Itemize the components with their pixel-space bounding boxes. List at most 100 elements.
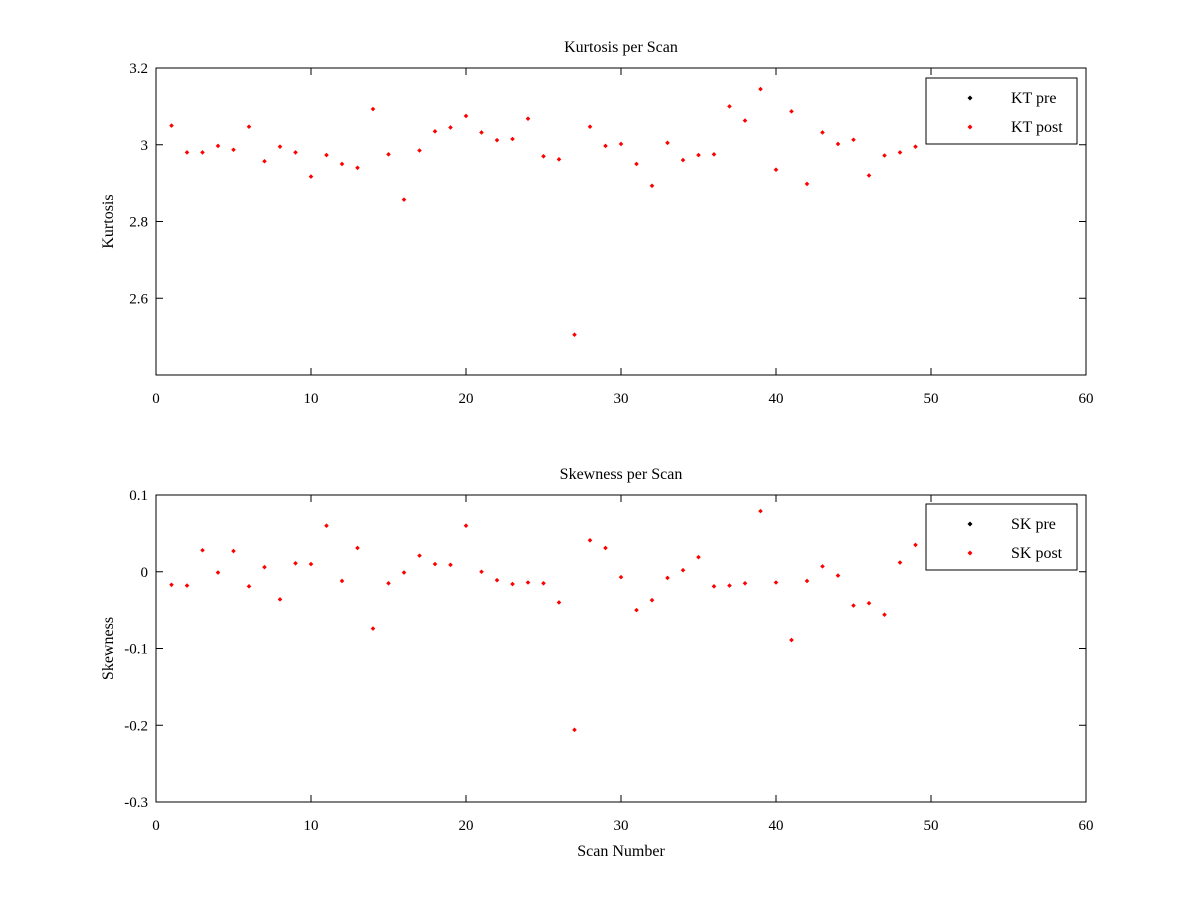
- skewness-y-axis-label: Skewness: [100, 617, 117, 680]
- kurtosis-data-point: [820, 130, 825, 135]
- kurtosis-data-point: [541, 153, 546, 159]
- skewness-data-point: [587, 537, 593, 543]
- kurtosis-ytick-label: 3.2: [129, 61, 148, 77]
- kurtosis-legend-marker: [967, 124, 973, 130]
- skewness-data-point: [432, 561, 438, 567]
- kurtosis-data-point: [665, 140, 670, 146]
- kurtosis-data-point: [308, 174, 314, 179]
- kurtosis-data-point: [401, 197, 407, 202]
- skewness-data-point: [246, 584, 252, 589]
- kurtosis-data-point: [587, 124, 593, 130]
- skewness-data-point: [603, 545, 608, 551]
- kurtosis-data-point: [169, 123, 174, 128]
- skewness-data-point: [789, 637, 794, 643]
- kurtosis-data-point: [262, 158, 267, 164]
- skewness-data-point: [525, 580, 531, 585]
- skewness-data-point: [494, 577, 500, 583]
- skewness-data-point: [897, 560, 903, 565]
- kurtosis-data-point: [711, 152, 717, 157]
- kurtosis-data-point: [773, 167, 779, 172]
- kurtosis-data-point: [804, 181, 810, 187]
- kurtosis-data-point: [448, 125, 453, 130]
- kurtosis-data-point: [742, 118, 748, 123]
- skewness-xtick-label: 10: [304, 818, 319, 834]
- skewness-data-point: [727, 583, 732, 588]
- kurtosis-xtick-label: 50: [924, 391, 939, 407]
- skewness-xtick-label: 60: [1079, 818, 1094, 834]
- kurtosis-panel: 0 10 20 30 40 50 60 2.6 2.8 3 3.2 Kurtosis per Scan…: [100, 39, 1094, 407]
- skewness-panel: 0 10 20 30 40 50 60 -0.3 -0.2 -0.1 0 0.1 Skewness pe…: [100, 466, 1094, 860]
- kurtosis-data-point: [277, 144, 283, 149]
- skewness-data-point: [417, 553, 422, 558]
- skewness-data-point: [479, 569, 484, 575]
- kurtosis-data-point: [618, 141, 624, 147]
- skewness-data-point: [448, 562, 453, 568]
- skewness-data-point: [711, 584, 717, 589]
- kurtosis-data-point: [851, 137, 856, 143]
- kurtosis-data-point: [897, 150, 903, 155]
- kurtosis-data-point: [913, 144, 918, 149]
- kurtosis-data-point: [184, 150, 190, 155]
- skewness-legend-box: [925, 503, 1078, 571]
- kurtosis-data-point: [835, 141, 841, 147]
- kurtosis-data-point: [417, 148, 422, 153]
- skewness-legend-label: SK pre: [1011, 516, 1056, 533]
- kurtosis-legend: KT pre KT post: [925, 77, 1078, 145]
- kurtosis-data-point: [634, 161, 639, 167]
- kurtosis-xtick-label: 30: [614, 391, 629, 407]
- kurtosis-data-point: [696, 152, 701, 158]
- skewness-data-point: [572, 727, 577, 733]
- kurtosis-series-post: [169, 86, 918, 338]
- skewness-ytick-label: 0: [141, 565, 149, 581]
- kurtosis-data-point: [758, 86, 763, 92]
- kurtosis-data-point: [727, 104, 732, 109]
- skewness-data-point: [742, 580, 748, 586]
- kurtosis-xtick-label: 40: [769, 391, 784, 407]
- skewness-data-point: [634, 607, 639, 613]
- kurtosis-data-point: [355, 165, 360, 171]
- kurtosis-xtick-label: 20: [459, 391, 474, 407]
- skewness-data-point: [200, 547, 205, 553]
- kurtosis-data-point: [603, 143, 608, 149]
- skewness-ytick-label: -0.1: [124, 642, 148, 658]
- kurtosis-data-point: [572, 332, 577, 338]
- skewness-data-point: [820, 564, 825, 569]
- skewness-data-point: [696, 554, 701, 560]
- kurtosis-data-point: [494, 137, 500, 143]
- kurtosis-xtick-label: 60: [1079, 391, 1094, 407]
- kurtosis-legend-box: [925, 77, 1078, 145]
- kurtosis-data-point: [324, 152, 329, 158]
- skewness-chart-title: Skewness per Scan: [560, 466, 683, 483]
- skewness-data-point: [262, 564, 267, 570]
- skewness-series-post: [169, 508, 918, 733]
- kurtosis-data-point: [556, 157, 562, 162]
- skewness-data-point: [277, 597, 283, 602]
- skewness-data-point: [866, 600, 872, 606]
- skewness-xtick-label: 50: [924, 818, 939, 834]
- skewness-data-point: [386, 580, 391, 586]
- skewness-data-point: [758, 508, 763, 514]
- skewness-data-point: [556, 600, 562, 605]
- skewness-data-point: [773, 580, 779, 585]
- skewness-data-point: [851, 603, 856, 608]
- kurtosis-data-point: [866, 173, 872, 178]
- kurtosis-data-point: [680, 157, 686, 163]
- kurtosis-ytick-label: 2.8: [129, 215, 148, 231]
- kurtosis-ytick-label: 2.6: [129, 291, 148, 307]
- skewness-data-point: [401, 570, 407, 575]
- kurtosis-y-axis-label: Kurtosis: [100, 194, 117, 248]
- skewness-data-point: [541, 580, 546, 586]
- skewness-data-point: [308, 561, 314, 567]
- kurtosis-data-point: [293, 150, 298, 155]
- skewness-ytick-label: -0.3: [124, 795, 148, 811]
- skewness-data-point: [649, 597, 655, 603]
- skewness-data-point: [913, 542, 918, 548]
- kurtosis-data-point: [882, 153, 887, 158]
- kurtosis-data-point: [463, 113, 469, 119]
- skewness-data-point: [618, 574, 624, 580]
- skewness-xtick-label: 30: [614, 818, 629, 834]
- skewness-legend-marker: [967, 521, 973, 527]
- skewness-data-point: [510, 581, 515, 587]
